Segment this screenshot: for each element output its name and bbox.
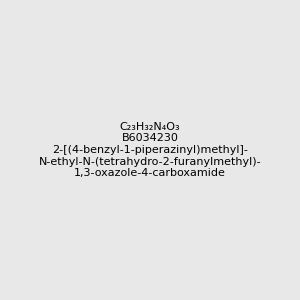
Text: C₂₃H₃₂N₄O₃
B6034230
2-[(4-benzyl-1-piperazinyl)methyl]-
N-ethyl-N-(tetrahydro-2-: C₂₃H₃₂N₄O₃ B6034230 2-[(4-benzyl-1-piper…: [39, 122, 261, 178]
